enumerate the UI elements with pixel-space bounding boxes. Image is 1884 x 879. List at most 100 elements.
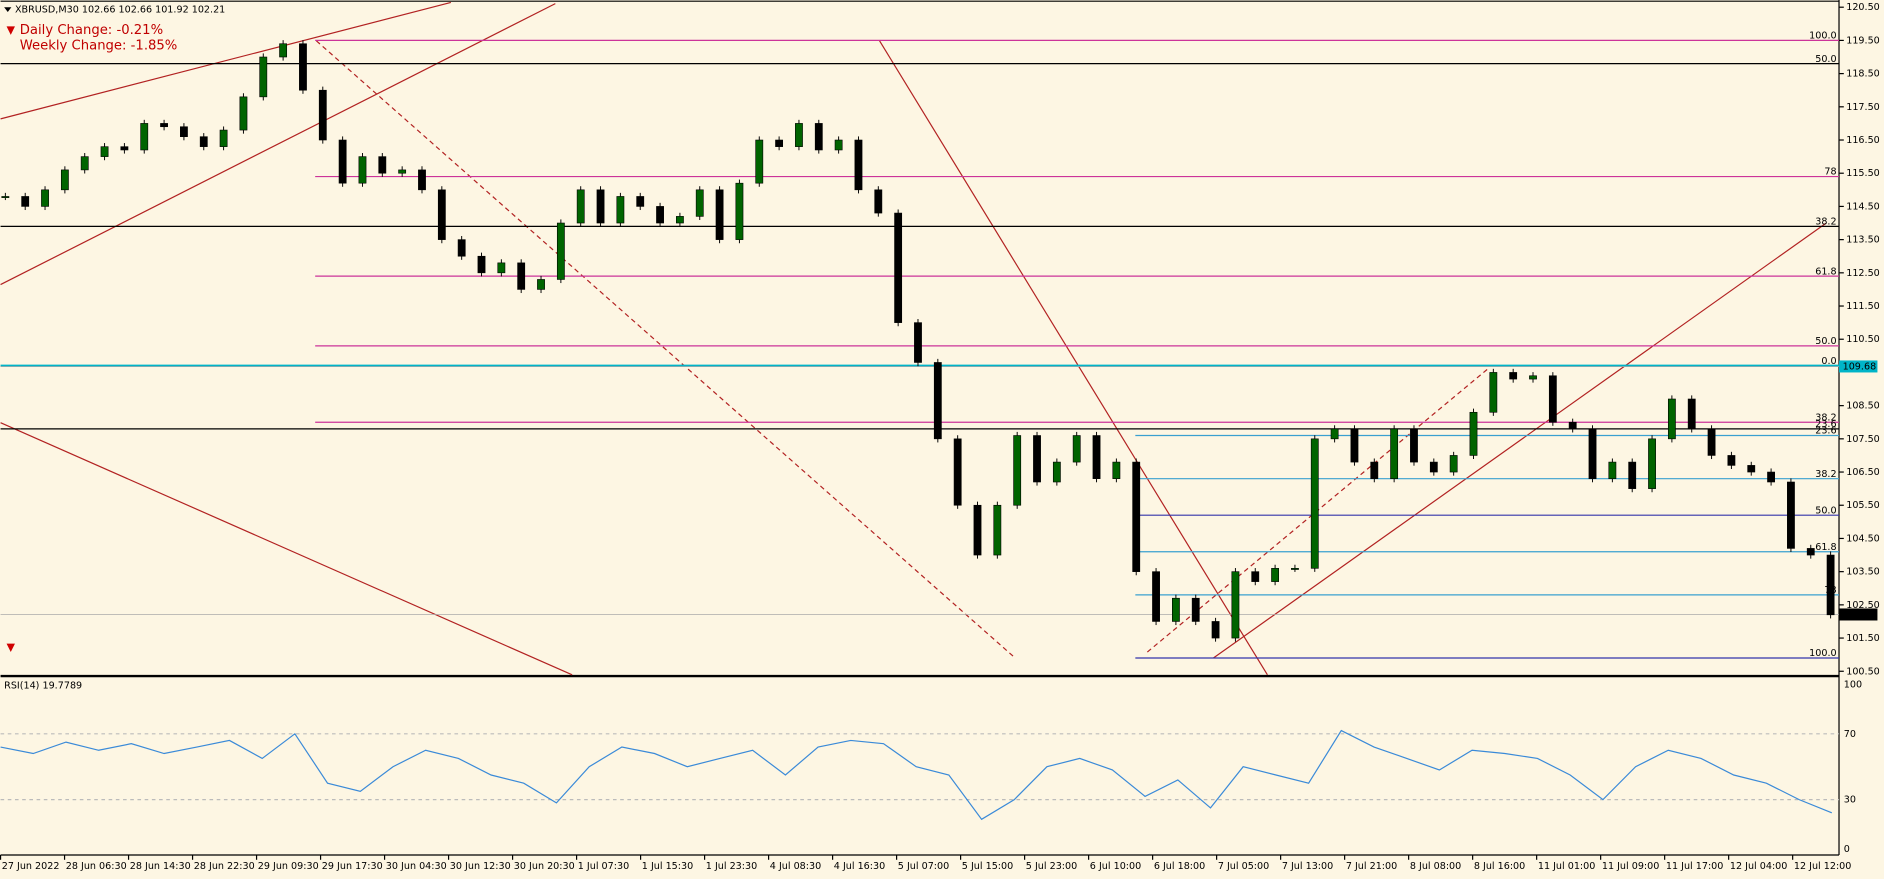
candle (755, 139, 764, 184)
candle (1429, 461, 1438, 473)
candle (993, 504, 1002, 556)
candle (1152, 571, 1160, 622)
fib-label: 38.2 (1815, 469, 1836, 480)
candle (318, 89, 327, 141)
candle (775, 139, 784, 147)
trend-line (0, 422, 573, 676)
candle (953, 438, 962, 506)
candle (1390, 428, 1399, 479)
price-tick-label: 118.50 (1846, 69, 1880, 80)
candle (537, 279, 545, 290)
symbol-info: XBRUSD,M30 102.66 102.66 101.92 102.21 (15, 5, 225, 16)
price-tick-label: 111.50 (1846, 301, 1880, 312)
candle (358, 156, 367, 184)
candle (695, 189, 704, 217)
candle (398, 169, 407, 174)
candle (1826, 554, 1835, 616)
candle (1132, 461, 1141, 572)
price-tick-label: 112.50 (1846, 268, 1880, 279)
price-tick-label: 102.50 (1846, 600, 1880, 611)
candle (933, 362, 942, 440)
candle (795, 123, 803, 147)
fib-label: 50.0 (1815, 336, 1836, 347)
time-label: 7 Jul 13:00 (1282, 861, 1333, 872)
trend-line (0, 3, 556, 286)
fib-label: 0.0 (1821, 356, 1836, 367)
time-label: 5 Jul 15:00 (962, 861, 1013, 872)
candle (854, 139, 863, 191)
price-tick-label: 110.50 (1846, 334, 1880, 345)
rsi-title: RSI(14) 19.7789 (4, 681, 82, 692)
time-label: 8 Jul 16:00 (1474, 861, 1525, 872)
candle (378, 156, 387, 174)
candle (1350, 428, 1359, 463)
candle (437, 189, 446, 240)
fib-label: 23.6 (1815, 426, 1836, 437)
candle (1052, 461, 1061, 483)
candle (616, 196, 625, 224)
candle (1033, 435, 1041, 483)
candle (1211, 621, 1220, 639)
candle (914, 322, 922, 363)
fib-label: 100.0 (1809, 648, 1836, 659)
candle (1449, 455, 1458, 473)
candle (1251, 571, 1260, 582)
candle (80, 156, 89, 171)
candle (418, 169, 426, 191)
candle (1687, 398, 1696, 430)
candle (1271, 568, 1279, 582)
price-box (1839, 608, 1878, 621)
candle (1628, 461, 1637, 489)
time-label: 30 Jun 04:30 (386, 861, 447, 872)
time-label: 11 Jul 17:00 (1666, 861, 1724, 872)
fib-label: 38.2 (1815, 412, 1836, 423)
candle (1, 196, 10, 198)
price-tick-label: 120.50 (1846, 2, 1880, 13)
rsi-tick-label: 70 (1844, 729, 1856, 740)
time-label: 1 Jul 23:30 (706, 861, 757, 872)
fib-label: 61.8 (1815, 266, 1836, 277)
time-label: 28 Jun 14:30 (130, 861, 191, 872)
menu-arrow (4, 7, 12, 13)
price-tick-label: 103.50 (1846, 567, 1880, 578)
time-label: 6 Jul 10:00 (1090, 861, 1141, 872)
fib-trend (315, 40, 1016, 659)
candle (556, 222, 565, 280)
time-label: 12 Jul 04:00 (1730, 861, 1788, 872)
time-label: 8 Jul 08:00 (1410, 861, 1461, 872)
candle (596, 189, 605, 224)
price-tick-label: 113.50 (1846, 235, 1880, 246)
candle (140, 123, 149, 151)
candle (60, 169, 69, 191)
candle (1410, 428, 1418, 463)
down-arrow (6, 643, 15, 653)
candle (299, 43, 307, 91)
candle (735, 182, 744, 240)
candle (656, 206, 664, 224)
time-label: 7 Jul 05:00 (1218, 861, 1269, 872)
candle (1806, 548, 1815, 556)
candle (1608, 461, 1617, 479)
candle (1529, 375, 1537, 380)
candle (180, 126, 188, 137)
price-tick-label: 119.50 (1846, 35, 1880, 46)
candle (1707, 428, 1716, 456)
candle (834, 139, 843, 151)
time-label: 30 Jun 20:30 (514, 861, 575, 872)
rsi-tick-label: 0 (1844, 844, 1850, 855)
candle (100, 146, 109, 157)
price-box-label: 102.21 (1843, 609, 1877, 620)
time-label: 4 Jul 16:30 (834, 861, 885, 872)
candle (1489, 372, 1498, 413)
candle (120, 146, 129, 151)
candle (1667, 398, 1676, 440)
time-label: 11 Jul 01:00 (1538, 861, 1596, 872)
candle (1787, 481, 1795, 549)
candle (1291, 568, 1299, 570)
candle (21, 196, 30, 207)
candle (457, 239, 466, 257)
fib-label: 38.2 (1815, 217, 1836, 228)
price-tick-label: 114.50 (1846, 201, 1880, 212)
